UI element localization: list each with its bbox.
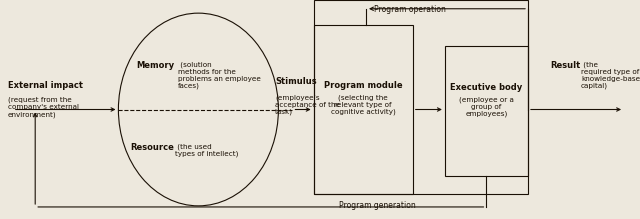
Text: Program module: Program module bbox=[324, 81, 402, 90]
Text: (employee or a
group of
employees): (employee or a group of employees) bbox=[459, 96, 514, 117]
Text: (the
required type of
knowledge-based
capital): (the required type of knowledge-based ca… bbox=[581, 61, 640, 89]
Text: Executive body: Executive body bbox=[451, 83, 522, 92]
Text: Result: Result bbox=[550, 61, 580, 70]
Bar bbox=[314, 25, 413, 194]
Text: External impact: External impact bbox=[8, 81, 83, 90]
Text: (selecting the
relevant type of
cognitive activity): (selecting the relevant type of cognitiv… bbox=[330, 94, 396, 115]
Text: Resource: Resource bbox=[130, 143, 174, 152]
Text: Program generation: Program generation bbox=[339, 201, 416, 210]
Text: Stimulus: Stimulus bbox=[275, 77, 317, 86]
Text: (solution
methods for the
problems an employee
faces): (solution methods for the problems an em… bbox=[178, 61, 260, 89]
Text: Memory: Memory bbox=[136, 61, 175, 70]
Bar bbox=[445, 46, 528, 176]
Text: (request from the
company's external
environment): (request from the company's external env… bbox=[8, 90, 79, 118]
Text: Program operation: Program operation bbox=[374, 5, 445, 14]
Text: (the used
types of intellect): (the used types of intellect) bbox=[175, 143, 238, 157]
Text: (employee’s
acceptance of the
task): (employee’s acceptance of the task) bbox=[275, 94, 340, 115]
Bar bbox=[314, 0, 528, 194]
